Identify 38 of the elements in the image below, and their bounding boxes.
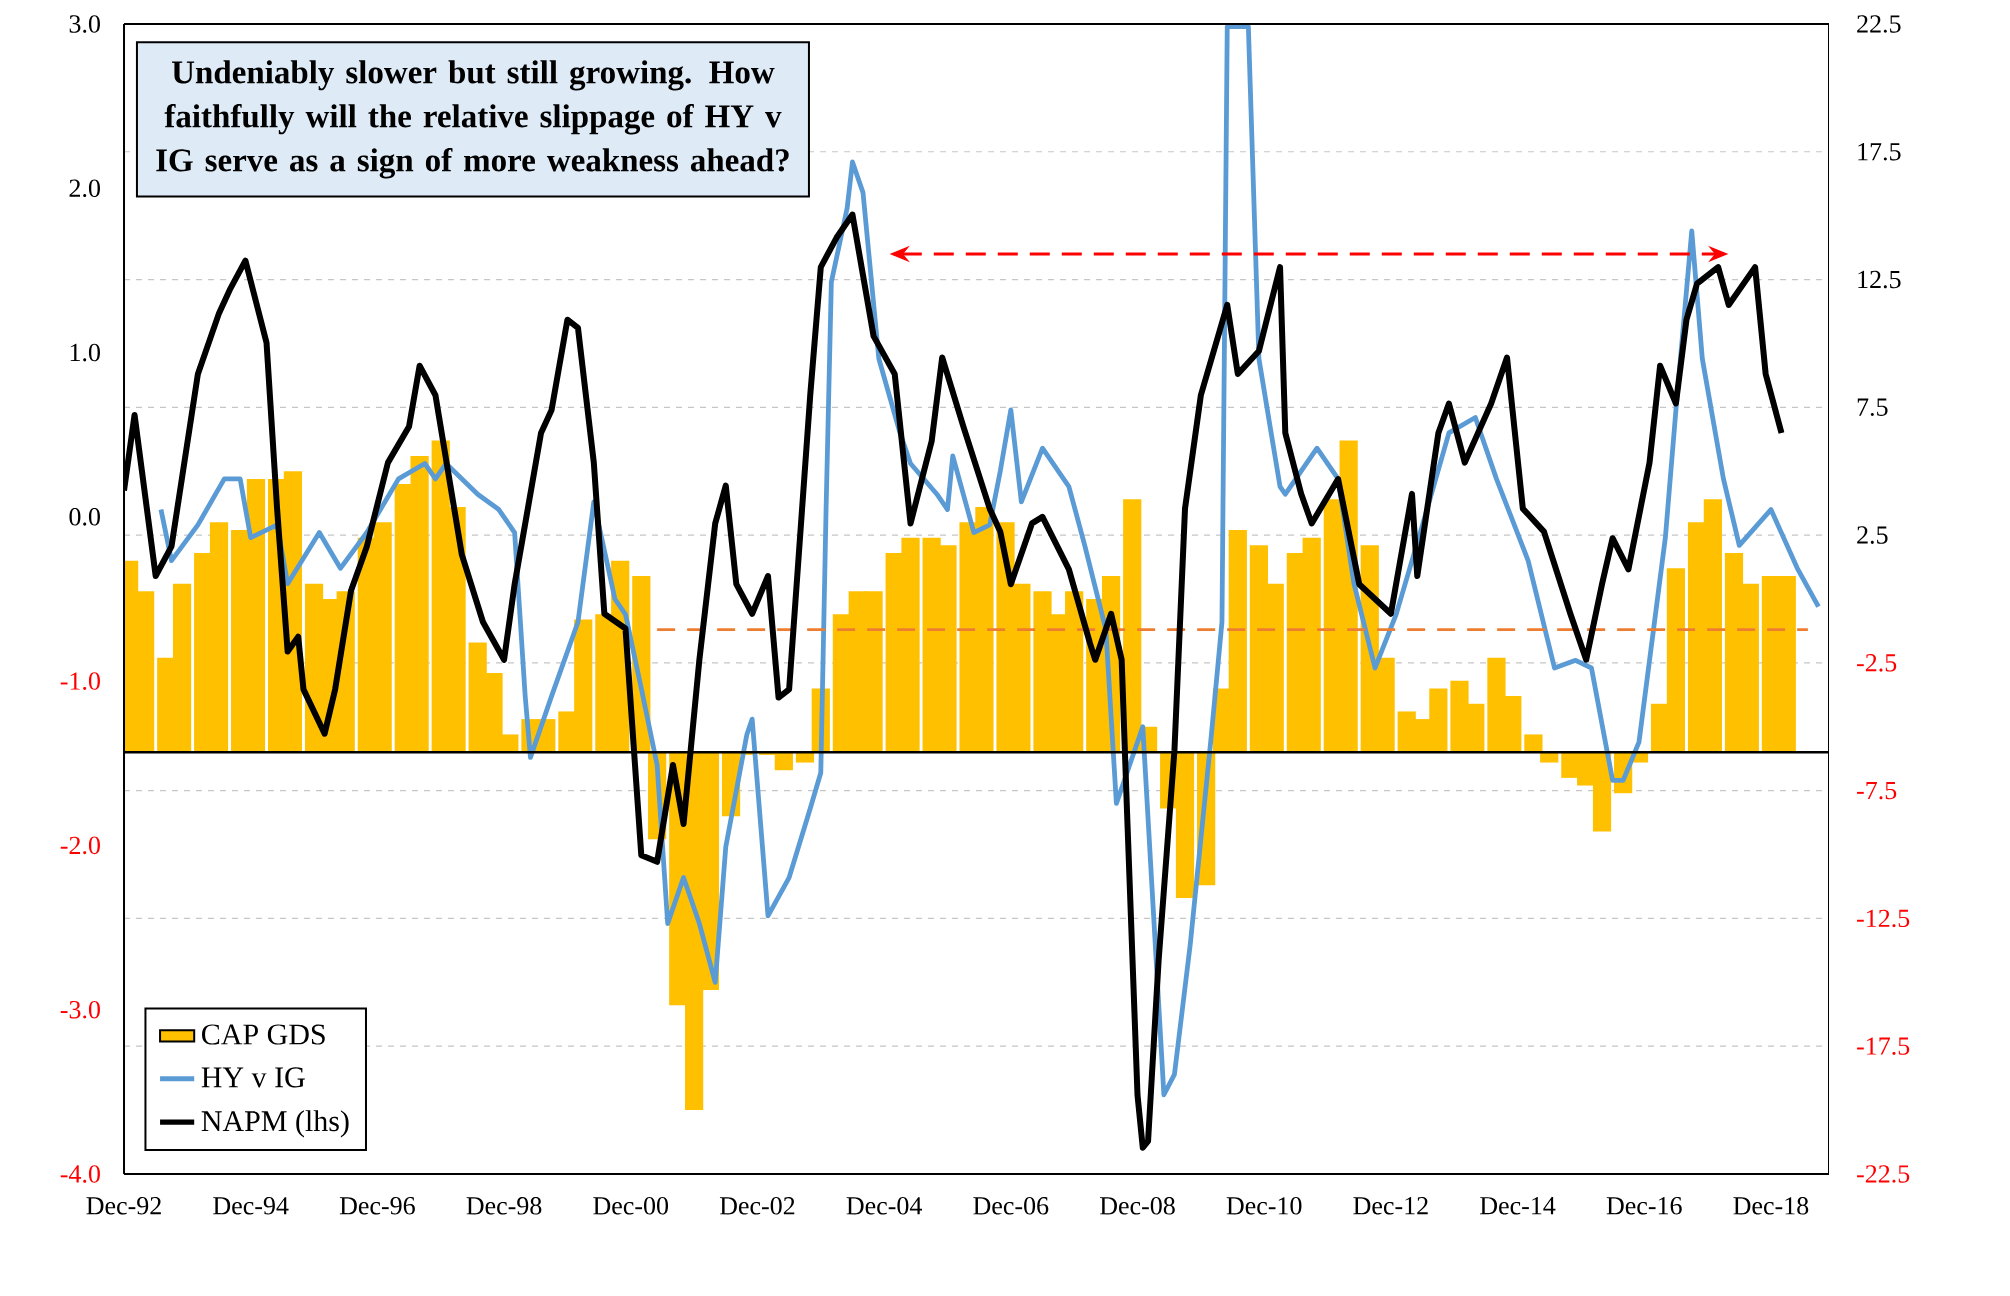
y2-tick-label: 7.5 bbox=[1857, 398, 1888, 417]
y2-tick-label: -17.5 bbox=[1857, 1037, 1910, 1055]
x-tick-label: Dec-12 bbox=[1353, 1197, 1428, 1215]
legend-label: HY v IG bbox=[201, 1067, 305, 1088]
y2-tick-label: -22.5 bbox=[1857, 1165, 1910, 1183]
y2-tick-label: 17.5 bbox=[1858, 143, 1901, 161]
legend-label: NAPM (lhs) bbox=[201, 1110, 349, 1138]
x-tick-label: Dec-14 bbox=[1480, 1197, 1556, 1215]
annotation: Undeniably slower but still growing. How faithfully will the relative slippage of HY v IG serve as a sign of more weakness ahead? bbox=[156, 60, 789, 179]
x-tick-label: Dec-16 bbox=[1606, 1197, 1682, 1215]
y2-tick-label: 2.5 bbox=[1857, 526, 1888, 544]
x-tick-label: Dec-04 bbox=[846, 1197, 922, 1215]
y-tick-label: 2.0 bbox=[69, 179, 100, 198]
legend-label: CAP GDS bbox=[202, 1024, 325, 1045]
y-tick-label: 1.0 bbox=[70, 343, 100, 362]
y2-tick-label: 12.5 bbox=[1858, 270, 1901, 289]
bar bbox=[1524, 734, 1543, 753]
y-tick-label: 3.0 bbox=[69, 15, 100, 33]
y2-tick-label: 22.5 bbox=[1857, 15, 1901, 33]
x-tick-label: Dec-02 bbox=[719, 1197, 795, 1215]
line-series bbox=[158, 24, 1821, 1098]
x-tick-label: Dec-06 bbox=[973, 1197, 1049, 1215]
y2-tick-label: -2.5 bbox=[1857, 654, 1897, 672]
y-tick-label: 0.0 bbox=[69, 508, 100, 526]
y2-tick-label: -7.5 bbox=[1857, 781, 1897, 800]
x-tick-label: Dec-92 bbox=[86, 1197, 161, 1215]
y-tick-label: -3.0 bbox=[60, 1000, 100, 1019]
x-tick-label: Dec-08 bbox=[1100, 1197, 1175, 1215]
x-tick-label: Dec-10 bbox=[1226, 1197, 1302, 1215]
x-tick-label: Dec-18 bbox=[1733, 1197, 1809, 1215]
x-tick-label: Dec-94 bbox=[213, 1197, 289, 1215]
y2-tick-label: -12.5 bbox=[1857, 909, 1910, 928]
x-tick-label: Dec-00 bbox=[593, 1197, 669, 1215]
y-tick-label: -2.0 bbox=[60, 836, 100, 855]
x-tick-label: Dec-98 bbox=[466, 1197, 542, 1215]
y-tick-label: -4.0 bbox=[60, 1165, 100, 1183]
y-tick-label: -1.0 bbox=[60, 672, 100, 690]
x-tick-label: Dec-96 bbox=[339, 1197, 415, 1215]
